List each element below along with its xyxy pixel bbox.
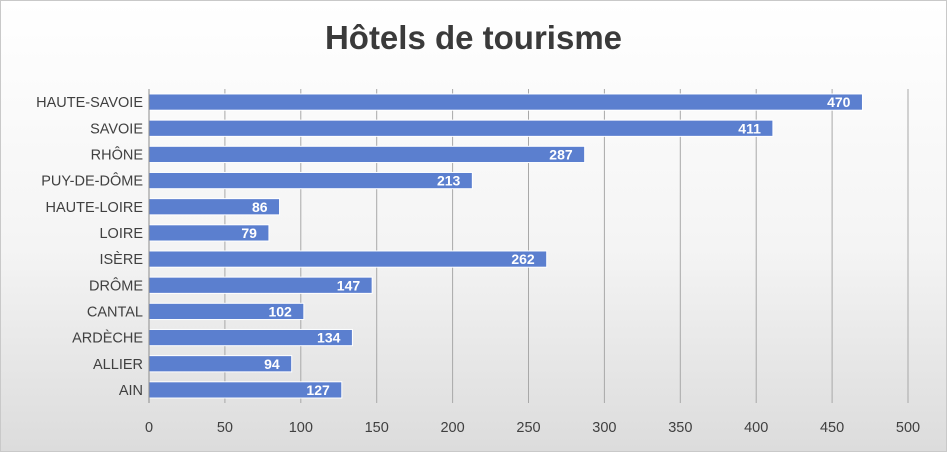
data-label-ardèche: 134 <box>317 330 341 346</box>
x-tick-label-500: 500 <box>896 420 920 436</box>
category-label-haute-savoie: HAUTE-SAVOIE <box>36 95 143 111</box>
category-label-isère: ISÈRE <box>99 251 143 268</box>
bar-isère <box>148 250 548 268</box>
data-label-puy-de-dôme: 213 <box>437 173 461 189</box>
gridlines <box>224 89 909 403</box>
x-tick-label-150: 150 <box>365 420 389 436</box>
data-label-cantal: 102 <box>268 303 292 319</box>
category-label-allier: ALLIER <box>93 357 143 373</box>
bar-savoie <box>148 119 774 137</box>
x-tick-label-350: 350 <box>668 420 692 436</box>
x-tick-label-250: 250 <box>516 420 540 436</box>
category-label-rhône: RHÔNE <box>91 146 144 163</box>
category-label-loire: LOIRE <box>99 226 143 242</box>
x-tick-label-300: 300 <box>592 420 616 436</box>
x-tick-label-450: 450 <box>820 420 844 436</box>
data-label-haute-loire: 86 <box>252 199 268 215</box>
bar-puy-de-dôme <box>148 171 473 190</box>
category-label-cantal: CANTAL <box>87 304 143 320</box>
category-label-drôme: DRÔME <box>89 277 143 294</box>
category-label-haute-loire: HAUTE-LOIRE <box>46 200 144 216</box>
data-label-savoie: 411 <box>738 120 761 136</box>
x-tick-label-400: 400 <box>744 420 768 436</box>
bar-haute-savoie <box>148 93 863 111</box>
data-label-isère: 262 <box>511 251 535 267</box>
x-tick-label-0: 0 <box>145 420 153 436</box>
data-label-allier: 94 <box>264 356 280 372</box>
category-label-savoie: SAVOIE <box>90 121 143 137</box>
x-tick-label-50: 50 <box>217 420 233 436</box>
data-label-ain: 127 <box>306 382 330 398</box>
bars: 127 94 134 102 147 262 79 86 213 287 411 470 <box>148 93 863 399</box>
bar-rhône <box>148 145 586 164</box>
data-label-haute-savoie: 470 <box>827 94 851 110</box>
data-label-rhône: 287 <box>549 146 573 162</box>
data-label-loire: 79 <box>241 225 257 241</box>
x-tick-label-200: 200 <box>440 420 464 436</box>
category-label-ain: AIN <box>119 383 143 399</box>
x-tick-label-100: 100 <box>289 420 313 436</box>
category-label-ardèche: ARDÈCHE <box>72 330 143 347</box>
data-label-drôme: 147 <box>337 277 361 293</box>
chart-title: Hôtels de tourisme <box>324 19 623 56</box>
category-label-puy-de-dôme: PUY-DE-DÔME <box>41 173 143 190</box>
axes: 0 50 100 150 200 250 300 350 400 450 500 AIN ALLIER A… <box>36 89 920 436</box>
